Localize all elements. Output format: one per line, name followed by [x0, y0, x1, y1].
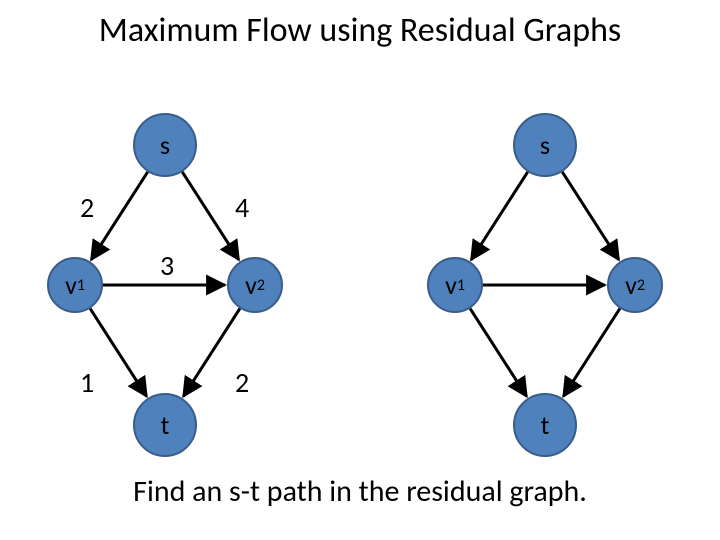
left-edge	[90, 309, 146, 397]
left-node-t: t	[133, 393, 197, 457]
right-edge	[563, 309, 619, 397]
left-edge	[183, 309, 239, 397]
right-node-v2: v2	[607, 257, 663, 313]
left-node-v1: v1	[47, 257, 103, 313]
left-edge-label: 1	[80, 365, 94, 400]
left-node-v2: v2	[227, 257, 283, 313]
left-node-s: s	[133, 113, 197, 177]
caption: Find an s-t path in the residual graph.	[0, 473, 720, 510]
left-edge-label: 2	[235, 365, 249, 400]
right-edge	[471, 172, 527, 260]
left-edge-label: 4	[235, 190, 249, 225]
page-title: Maximum Flow using Residual Graphs	[0, 10, 720, 51]
right-node-v1: v1	[427, 257, 483, 313]
left-edge-label: 3	[160, 248, 174, 283]
left-edge	[91, 172, 147, 260]
right-node-s: s	[513, 113, 577, 177]
right-edge	[470, 309, 526, 397]
right-node-t: t	[513, 393, 577, 457]
right-edge	[562, 172, 618, 260]
left-edge	[182, 172, 238, 260]
graph-area: s v1 v2 t s v1 v2 t 2 4 3 1 2	[0, 90, 720, 460]
left-edge-label: 2	[80, 190, 94, 225]
